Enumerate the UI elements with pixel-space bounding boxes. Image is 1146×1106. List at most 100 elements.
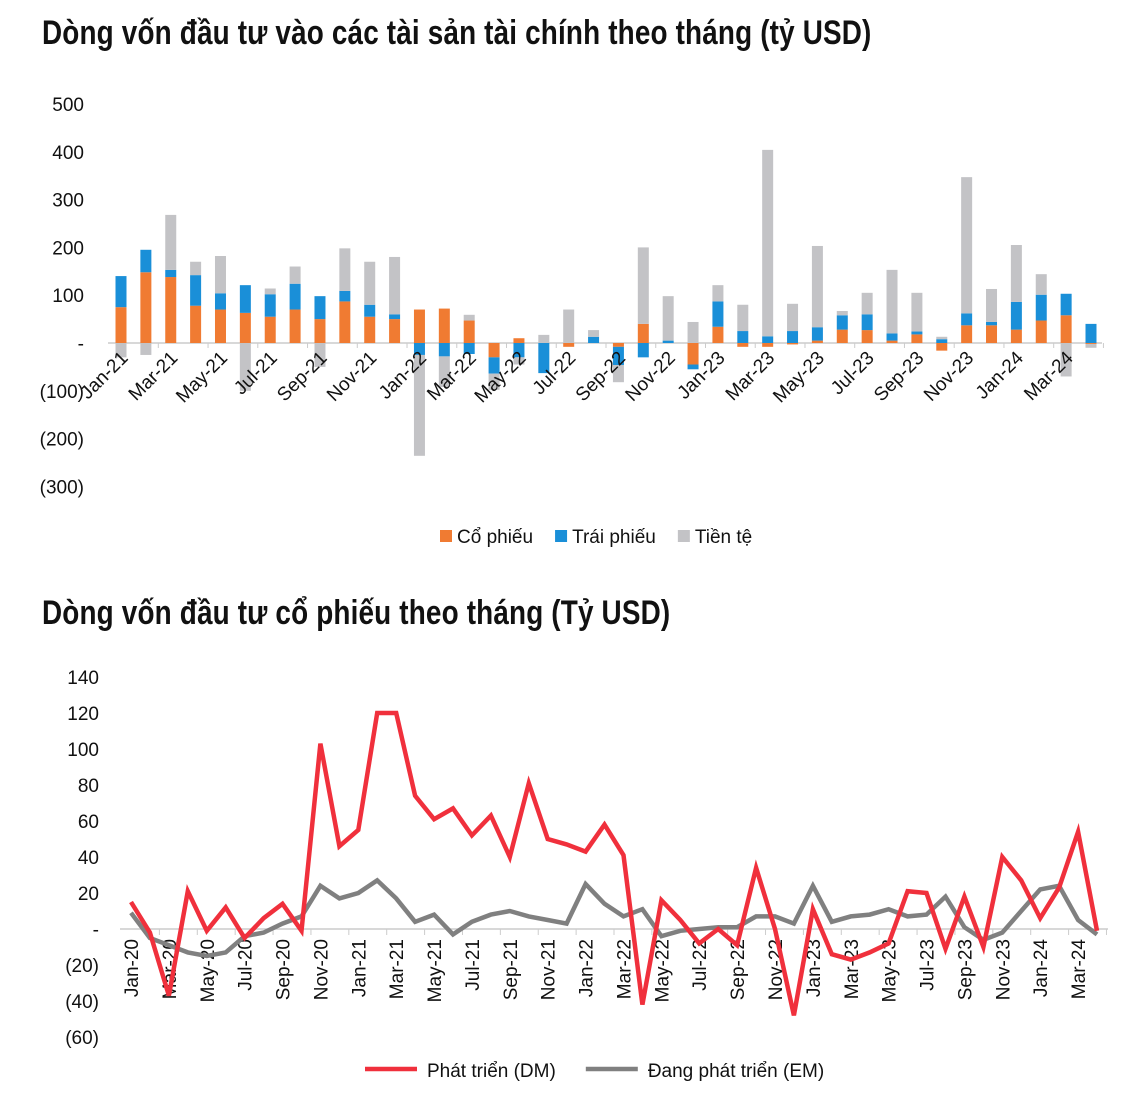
x-tick-label: Jul-21 bbox=[463, 939, 484, 991]
bar-Cổ phiếu bbox=[314, 319, 326, 343]
y-tick-label: 100 bbox=[52, 286, 84, 307]
bar-Tiền tệ bbox=[438, 356, 450, 387]
bar-Trái phiếu bbox=[488, 357, 500, 374]
bar-Tiền tệ bbox=[762, 149, 774, 337]
bar-Cổ phiếu bbox=[737, 343, 749, 347]
bar-Trái phiếu bbox=[762, 336, 774, 343]
bar-Trái phiếu bbox=[911, 331, 923, 335]
bar-Trái phiếu bbox=[413, 343, 425, 355]
bar-Cổ phiếu bbox=[115, 307, 127, 343]
x-tick-label: Jan-20 bbox=[122, 939, 143, 997]
bar-Tiền tệ bbox=[140, 343, 152, 355]
y-tick-label: 140 bbox=[67, 668, 99, 689]
bar-Trái phiếu bbox=[165, 269, 177, 278]
bar-Tiền tệ bbox=[662, 296, 674, 341]
bar-Cổ phiếu bbox=[239, 312, 251, 343]
y-tick-label: 60 bbox=[78, 812, 99, 833]
bar-Cổ phiếu bbox=[687, 343, 699, 365]
bar-Tiền tệ bbox=[214, 256, 226, 294]
bar-Trái phiếu bbox=[886, 333, 898, 341]
chart-title-equity-flows: Dòng vốn đầu tư cổ phiếu theo tháng (Tỷ … bbox=[42, 594, 671, 632]
bar-Tiền tệ bbox=[264, 288, 276, 295]
legend-label: Tiền tệ bbox=[695, 527, 752, 548]
legend-swatch bbox=[555, 530, 568, 542]
bar-Tiền tệ bbox=[961, 177, 973, 314]
bar-Cổ phiếu bbox=[1035, 320, 1047, 343]
bar-Trái phiếu bbox=[961, 313, 973, 326]
bar-Trái phiếu bbox=[140, 249, 152, 273]
bar-Trái phiếu bbox=[438, 343, 450, 357]
bar-Tiền tệ bbox=[886, 269, 898, 334]
y-tick-label: 40 bbox=[78, 848, 99, 869]
bar-Trái phiếu bbox=[836, 315, 848, 330]
bar-Tiền tệ bbox=[588, 330, 600, 337]
y-tick-label: 400 bbox=[52, 143, 84, 164]
bar-Trái phiếu bbox=[239, 285, 251, 313]
stacked-bar-chart: 500400300200100-(100)(200)(300)Jan-21Mar… bbox=[40, 95, 1104, 548]
y-tick-label: 20 bbox=[78, 884, 99, 905]
legend-label: Đang phát triển (EM) bbox=[648, 1061, 824, 1082]
bar-Cổ phiếu bbox=[986, 325, 998, 343]
bar-Tiền tệ bbox=[488, 373, 500, 390]
bar-Tiền tệ bbox=[861, 292, 873, 315]
bar-Cổ phiếu bbox=[637, 323, 649, 343]
x-tick-label: May-21 bbox=[425, 939, 446, 1002]
bar-Tiền tệ bbox=[289, 266, 301, 284]
bar-Tiền tệ bbox=[612, 364, 624, 383]
y-tick-label: (100) bbox=[40, 382, 84, 403]
bar-Cổ phiếu bbox=[488, 343, 500, 358]
bar-Cổ phiếu bbox=[936, 343, 948, 351]
bar-Trái phiếu bbox=[463, 343, 475, 354]
x-tick-label: May-23 bbox=[880, 939, 901, 1002]
x-tick-label: Jul-20 bbox=[236, 939, 257, 991]
bar-Tiền tệ bbox=[836, 310, 848, 316]
bar-Cổ phiếu bbox=[861, 330, 873, 343]
y-tick-label: (20) bbox=[65, 956, 99, 977]
bar-Tiền tệ bbox=[687, 321, 699, 343]
bar-Cổ phiếu bbox=[289, 309, 301, 343]
bar-Cổ phiếu bbox=[264, 316, 276, 343]
bar-Trái phiếu bbox=[811, 327, 823, 341]
y-tick-label: 80 bbox=[78, 776, 99, 797]
x-tick-label: Nov-20 bbox=[311, 939, 332, 1000]
bar-Cổ phiếu bbox=[165, 277, 177, 343]
bar-Trái phiếu bbox=[787, 331, 799, 343]
bar-Cổ phiếu bbox=[1010, 329, 1022, 343]
bar-Tiền tệ bbox=[190, 261, 202, 276]
legend-swatch bbox=[440, 530, 452, 542]
x-tick-label: Jul-22 bbox=[690, 939, 711, 991]
bar-Trái phiếu bbox=[513, 343, 525, 358]
x-tick-label: Sep-20 bbox=[274, 939, 295, 1000]
y-tick-label: (40) bbox=[65, 992, 99, 1013]
bar-Tiền tệ bbox=[563, 309, 575, 343]
bar-Cổ phiếu bbox=[811, 340, 823, 343]
bar-Tiền tệ bbox=[712, 285, 724, 302]
x-tick-label: Jul-23 bbox=[918, 939, 939, 991]
bar-Tiền tệ bbox=[165, 214, 177, 270]
bar-Trái phiếu bbox=[115, 276, 127, 308]
bar-Tiền tệ bbox=[115, 343, 127, 358]
y-tick-label: (60) bbox=[65, 1028, 99, 1049]
bar-Tiền tệ bbox=[787, 303, 799, 332]
bar-Cổ phiếu bbox=[787, 343, 799, 345]
bar-Tiền tệ bbox=[339, 248, 351, 291]
bar-Tiền tệ bbox=[239, 343, 251, 391]
legend-swatch bbox=[677, 530, 690, 542]
bar-Tiền tệ bbox=[811, 245, 823, 328]
bar-Trái phiếu bbox=[612, 346, 624, 365]
bar-Trái phiếu bbox=[1085, 323, 1097, 343]
bar-Trái phiếu bbox=[314, 296, 326, 320]
bar-Trái phiếu bbox=[986, 321, 998, 326]
chart-title-asset-flows: Dòng vốn đầu tư vào các tài sản tài chín… bbox=[42, 14, 872, 52]
bar-Cổ phiếu bbox=[140, 272, 152, 343]
bar-Cổ phiếu bbox=[190, 305, 202, 343]
bar-Cổ phiếu bbox=[463, 320, 475, 343]
bar-Tiền tệ bbox=[389, 256, 401, 315]
bar-Cổ phiếu bbox=[911, 334, 923, 343]
bar-Trái phiếu bbox=[1060, 293, 1072, 316]
bar-Trái phiếu bbox=[637, 343, 649, 358]
y-tick-label: - bbox=[78, 334, 84, 355]
bar-Trái phiếu bbox=[1035, 294, 1047, 321]
bar-Trái phiếu bbox=[737, 331, 749, 343]
bar-Trái phiếu bbox=[538, 343, 550, 374]
